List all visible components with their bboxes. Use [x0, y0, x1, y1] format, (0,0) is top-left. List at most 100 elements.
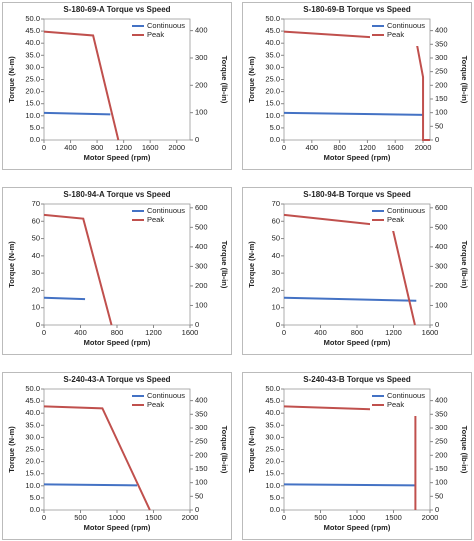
y2-tick-label: 50: [435, 491, 443, 500]
y2-tick-label: 150: [435, 464, 448, 473]
chart-title: S-180-94-B Torque vs Speed: [303, 190, 411, 199]
y-tick-label: 10.0: [25, 481, 40, 490]
legend-label: Peak: [147, 215, 164, 224]
y-tick-label: 45.0: [265, 26, 280, 35]
y-tick-label: 0.0: [30, 505, 40, 514]
chart-panel: S-240-43-B Torque vs Speed 0.0 5.0 10.0 15.0…: [242, 372, 472, 540]
y-tick-label: 10.0: [265, 111, 280, 120]
x-tick-label: 1200: [385, 328, 402, 337]
legend-label: Continuous: [387, 21, 425, 30]
x-tick-label: 1600: [182, 328, 199, 337]
y2-tick-label: 300: [195, 423, 208, 432]
legend-label: Peak: [387, 30, 404, 39]
legend-box: [370, 205, 428, 231]
y2-axis-title: Torque (lb-in): [220, 426, 229, 474]
y2-tick-label: 0: [435, 135, 439, 144]
legend-label: Peak: [147, 30, 164, 39]
y2-tick-label: 600: [435, 203, 448, 212]
chart-panel: S-180-69-B Torque vs Speed 0.0 5.0 10.0 15.0…: [242, 2, 472, 170]
chart-panel: S-180-69-A Torque vs Speed 0.0 5.0 10.0 15.0…: [2, 2, 232, 170]
x-tick-label: 800: [333, 143, 346, 152]
y-tick-label: 70: [32, 199, 40, 208]
x-tick-label: 2000: [415, 143, 432, 152]
y2-tick-label: 300: [435, 423, 448, 432]
y-tick-label: 15.0: [25, 99, 40, 108]
y-tick-label: 45.0: [25, 26, 40, 35]
y2-tick-label: 600: [195, 203, 208, 212]
x-tick-label: 1600: [142, 143, 159, 152]
y-tick-label: 15.0: [265, 99, 280, 108]
y-axis-title: Torque (N-m): [247, 426, 256, 473]
y2-tick-label: 200: [435, 450, 448, 459]
x-tick-label: 400: [64, 143, 77, 152]
y-tick-label: 20.0: [265, 457, 280, 466]
y2-axis-title: Torque (lb-in): [220, 241, 229, 289]
y2-tick-label: 0: [435, 320, 439, 329]
series-line: [43, 111, 111, 116]
chart-title: S-180-94-A Torque vs Speed: [63, 190, 170, 199]
legend-label: Continuous: [147, 391, 185, 400]
y2-tick-label: 350: [435, 409, 448, 418]
x-tick-label: 2000: [182, 513, 199, 522]
y-tick-label: 30.0: [265, 432, 280, 441]
legend-box: [130, 20, 188, 46]
y-tick-label: 20.0: [265, 87, 280, 96]
y-tick-label: 5.0: [270, 493, 280, 502]
y2-axis-title: Torque (lb-in): [460, 56, 469, 104]
y-axis-title: Torque (N-m): [7, 426, 16, 473]
y-tick-label: 45.0: [265, 396, 280, 405]
y2-tick-label: 400: [435, 242, 448, 251]
y2-tick-label: 50: [435, 121, 443, 130]
y2-tick-label: 100: [195, 478, 208, 487]
x-tick-label: 1200: [115, 143, 132, 152]
y-tick-label: 50.0: [25, 384, 40, 393]
x-tick-label: 400: [306, 143, 319, 152]
x-tick-label: 0: [282, 513, 286, 522]
y-tick-label: 0.0: [270, 505, 280, 514]
legend-box: [130, 390, 188, 416]
y-tick-label: 30.0: [25, 432, 40, 441]
y-tick-label: 5.0: [270, 123, 280, 132]
y2-tick-label: 100: [435, 478, 448, 487]
legend-label: Continuous: [387, 391, 425, 400]
y-tick-label: 10: [272, 303, 280, 312]
legend-box: [130, 205, 188, 231]
y2-tick-label: 250: [435, 67, 448, 76]
y2-tick-label: 500: [195, 222, 208, 231]
y-tick-label: 0: [276, 320, 280, 329]
y2-tick-label: 250: [435, 437, 448, 446]
y2-tick-label: 300: [435, 261, 448, 270]
x-axis-title: Motor Speed (rpm): [324, 153, 391, 162]
legend-box: [370, 390, 428, 416]
y-tick-label: 30: [272, 268, 280, 277]
y2-tick-label: 350: [195, 409, 208, 418]
x-axis-title: Motor Speed (rpm): [324, 523, 391, 532]
y-tick-label: 5.0: [30, 493, 40, 502]
x-tick-label: 1000: [349, 513, 366, 522]
chart-title: S-240-43-B Torque vs Speed: [303, 375, 411, 384]
y2-tick-label: 100: [195, 300, 208, 309]
y2-tick-label: 300: [195, 53, 208, 62]
y2-tick-label: 200: [435, 281, 448, 290]
y-tick-label: 50: [272, 234, 280, 243]
y2-tick-label: 300: [195, 261, 208, 270]
y-tick-label: 50.0: [265, 14, 280, 23]
y-tick-label: 20: [272, 285, 280, 294]
x-tick-label: 500: [314, 513, 327, 522]
y-tick-label: 30.0: [25, 62, 40, 71]
x-tick-label: 800: [111, 328, 124, 337]
y-tick-label: 0: [36, 320, 40, 329]
y-tick-label: 10.0: [25, 111, 40, 120]
y-tick-label: 20.0: [25, 457, 40, 466]
y-axis-title: Torque (N-m): [7, 56, 16, 103]
x-tick-label: 0: [282, 328, 286, 337]
y2-axis-title: Torque (lb-in): [460, 241, 469, 289]
x-tick-label: 0: [42, 513, 46, 522]
y2-tick-label: 200: [195, 80, 208, 89]
y2-tick-label: 200: [435, 80, 448, 89]
y-tick-label: 0.0: [30, 135, 40, 144]
y-axis-title: Torque (N-m): [247, 56, 256, 103]
series-line: [43, 296, 86, 301]
x-axis-title: Motor Speed (rpm): [84, 338, 151, 347]
